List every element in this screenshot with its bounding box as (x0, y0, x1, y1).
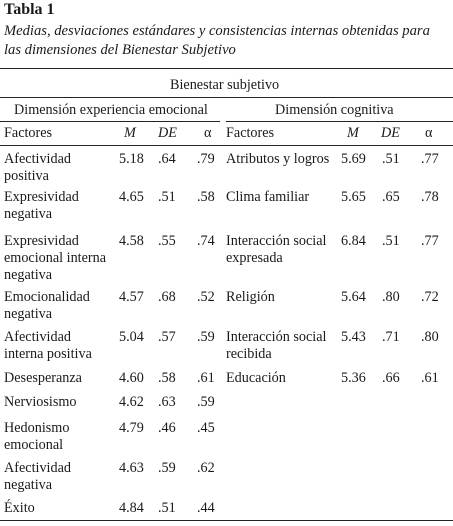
sd-value: .63 (158, 394, 176, 410)
alpha-value: .59 (197, 329, 215, 345)
factor-name: Desesperanza (4, 370, 82, 386)
mean-value: 5.18 (119, 151, 144, 167)
factor-name: Nerviosismo (4, 394, 77, 410)
sd-value: .71 (382, 329, 400, 345)
sd-value: .68 (158, 289, 176, 305)
alpha-value: .77 (421, 233, 439, 249)
mean-value: 5.64 (341, 289, 366, 305)
mean-value: 4.58 (119, 233, 144, 249)
factor-name: Emocionalidad (4, 289, 90, 305)
factor-name: Religión (226, 289, 275, 305)
spanner-rule (0, 97, 453, 98)
alpha-value: .72 (421, 289, 439, 305)
group-heading-left: Dimensión experiencia emocional (14, 102, 208, 118)
factor-name: Afectividad (4, 151, 71, 167)
mean-value: 5.36 (341, 370, 366, 386)
mean-value: 4.60 (119, 370, 144, 386)
header-rule (0, 145, 453, 146)
mean-value: 4.62 (119, 394, 144, 410)
mean-value: 5.04 (119, 329, 144, 345)
mean-value: 4.84 (119, 500, 144, 516)
factor-name: Atributos y logros (226, 151, 330, 167)
header-de-right: DE (381, 125, 400, 141)
alpha-value: .74 (197, 233, 215, 249)
header-factors-left: Factores (4, 125, 53, 141)
mean-value: 5.43 (341, 329, 366, 345)
mean-value: 5.69 (341, 151, 366, 167)
header-m-right: M (347, 125, 359, 141)
group-rule-left (0, 121, 220, 122)
sd-value: .51 (382, 151, 400, 167)
factor-name: Hedonismo (4, 420, 70, 436)
factor-name: interna positiva (4, 346, 92, 362)
factor-name: Clima familiar (226, 189, 310, 205)
sd-value: .51 (158, 189, 176, 205)
alpha-value: .77 (421, 151, 439, 167)
sd-value: .80 (382, 289, 400, 305)
alpha-value: .80 (421, 329, 439, 345)
factor-name: Expresividad (4, 233, 79, 249)
alpha-value: .61 (421, 370, 439, 386)
factor-name: Interacción social (226, 233, 327, 249)
group-heading-right: Dimensión cognitiva (275, 102, 394, 118)
alpha-value: .45 (197, 420, 215, 436)
header-alpha-left: α (204, 125, 212, 141)
sd-value: .58 (158, 370, 176, 386)
table-caption: Medias, desviaciones estándares y consis… (4, 23, 430, 58)
factor-name: negativa (4, 267, 53, 283)
alpha-value: .59 (197, 394, 215, 410)
sd-value: .59 (158, 460, 176, 476)
factor-name: Expresividad (4, 189, 79, 205)
sd-value: .66 (382, 370, 400, 386)
bottom-rule (0, 520, 453, 521)
mean-value: 4.79 (119, 420, 144, 436)
sd-value: .64 (158, 151, 176, 167)
sd-value: .51 (158, 500, 176, 516)
factor-name: recibida (226, 346, 272, 362)
factor-name: expresada (226, 250, 283, 266)
alpha-value: .52 (197, 289, 215, 305)
mean-value: 6.84 (341, 233, 366, 249)
sd-value: .65 (382, 189, 400, 205)
alpha-value: .44 (197, 500, 215, 516)
group-rule-right (226, 121, 453, 122)
factor-name: Éxito (4, 500, 35, 516)
factor-name: Educación (226, 370, 286, 386)
sd-value: .46 (158, 420, 176, 436)
header-alpha-right: α (425, 125, 433, 141)
factor-name: Afectividad (4, 460, 71, 476)
factor-name: negativa (4, 206, 53, 222)
alpha-value: .78 (421, 189, 439, 205)
factor-name: negativa (4, 477, 53, 493)
factor-name: negativa (4, 306, 53, 322)
factor-name: Afectividad (4, 329, 71, 345)
table-title: Tabla 1 (4, 1, 55, 18)
mean-value: 4.63 (119, 460, 144, 476)
spanner-heading: Bienestar subjetivo (170, 77, 280, 93)
alpha-value: .58 (197, 189, 215, 205)
mean-value: 5.65 (341, 189, 366, 205)
sd-value: .57 (158, 329, 176, 345)
header-factors-right: Factores (226, 125, 275, 141)
sd-value: .51 (382, 233, 400, 249)
alpha-value: .62 (197, 460, 215, 476)
mean-value: 4.65 (119, 189, 144, 205)
sd-value: .55 (158, 233, 176, 249)
factor-name: emocional (4, 437, 64, 453)
header-m-left: M (124, 125, 136, 141)
mean-value: 4.57 (119, 289, 144, 305)
header-de-left: DE (158, 125, 177, 141)
alpha-value: .79 (197, 151, 215, 167)
factor-name: emocional interna (4, 250, 107, 266)
factor-name: Interacción social (226, 329, 327, 345)
top-rule (0, 68, 453, 69)
factor-name: positiva (4, 168, 49, 184)
alpha-value: .61 (197, 370, 215, 386)
